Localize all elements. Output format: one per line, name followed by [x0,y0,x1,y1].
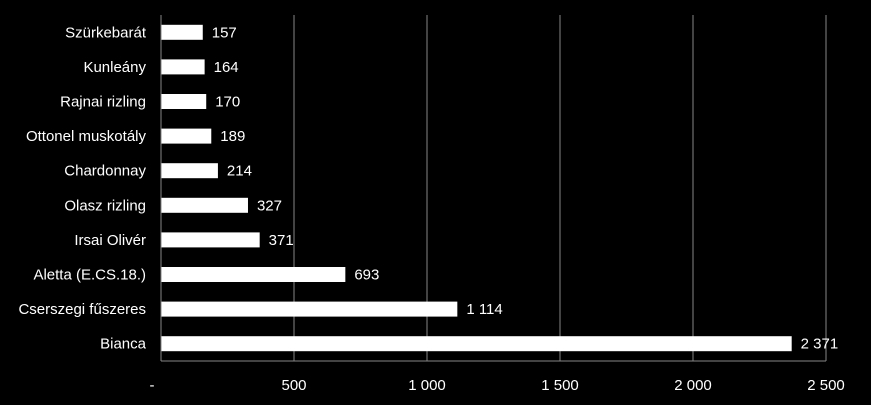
value-label: 2 371 [801,336,839,353]
category-label: Irsai Olivér [74,232,146,249]
x-tick-label: 2 500 [807,377,845,394]
bar [161,336,792,352]
value-label: 693 [354,267,379,284]
x-tick-label: 1 500 [541,377,579,394]
x-tick-label: 500 [281,377,306,394]
bar [161,197,248,213]
axes [160,15,826,362]
bar [161,232,260,248]
x-tick-label: - [150,377,155,394]
value-label: 164 [214,59,239,76]
category-label: Chardonnay [64,163,146,180]
bars [161,24,792,352]
category-label: Ottonel muskotály [26,128,147,145]
value-label: 371 [269,232,294,249]
bar [161,301,458,317]
value-label: 327 [257,197,282,214]
labels: - 500 1 000 1 500 2 000 2 500 Szürkebarát 157 Ku… [18,24,844,394]
bar [161,163,218,179]
category-label: Rajnai rizling [60,94,146,111]
bar [161,128,212,144]
value-label: 1 114 [466,301,502,318]
value-label: 214 [227,163,252,180]
category-label: Olasz rizling [64,197,146,214]
bar [161,59,205,75]
bar [161,94,207,109]
x-tick-label: 1 000 [408,377,446,394]
x-tick-label: 2 000 [674,377,712,394]
category-label: Szürkebarát [65,24,147,41]
bar [161,24,203,40]
category-label: Bianca [100,336,147,353]
bar [161,267,346,282]
category-label: Aletta (E.CS.18.) [33,267,146,284]
value-label: 157 [212,24,237,41]
value-label: 189 [220,128,245,145]
category-label: Kunleány [83,59,146,76]
category-label: Cserszegi fűszeres [18,301,146,318]
value-label: 170 [215,94,240,111]
